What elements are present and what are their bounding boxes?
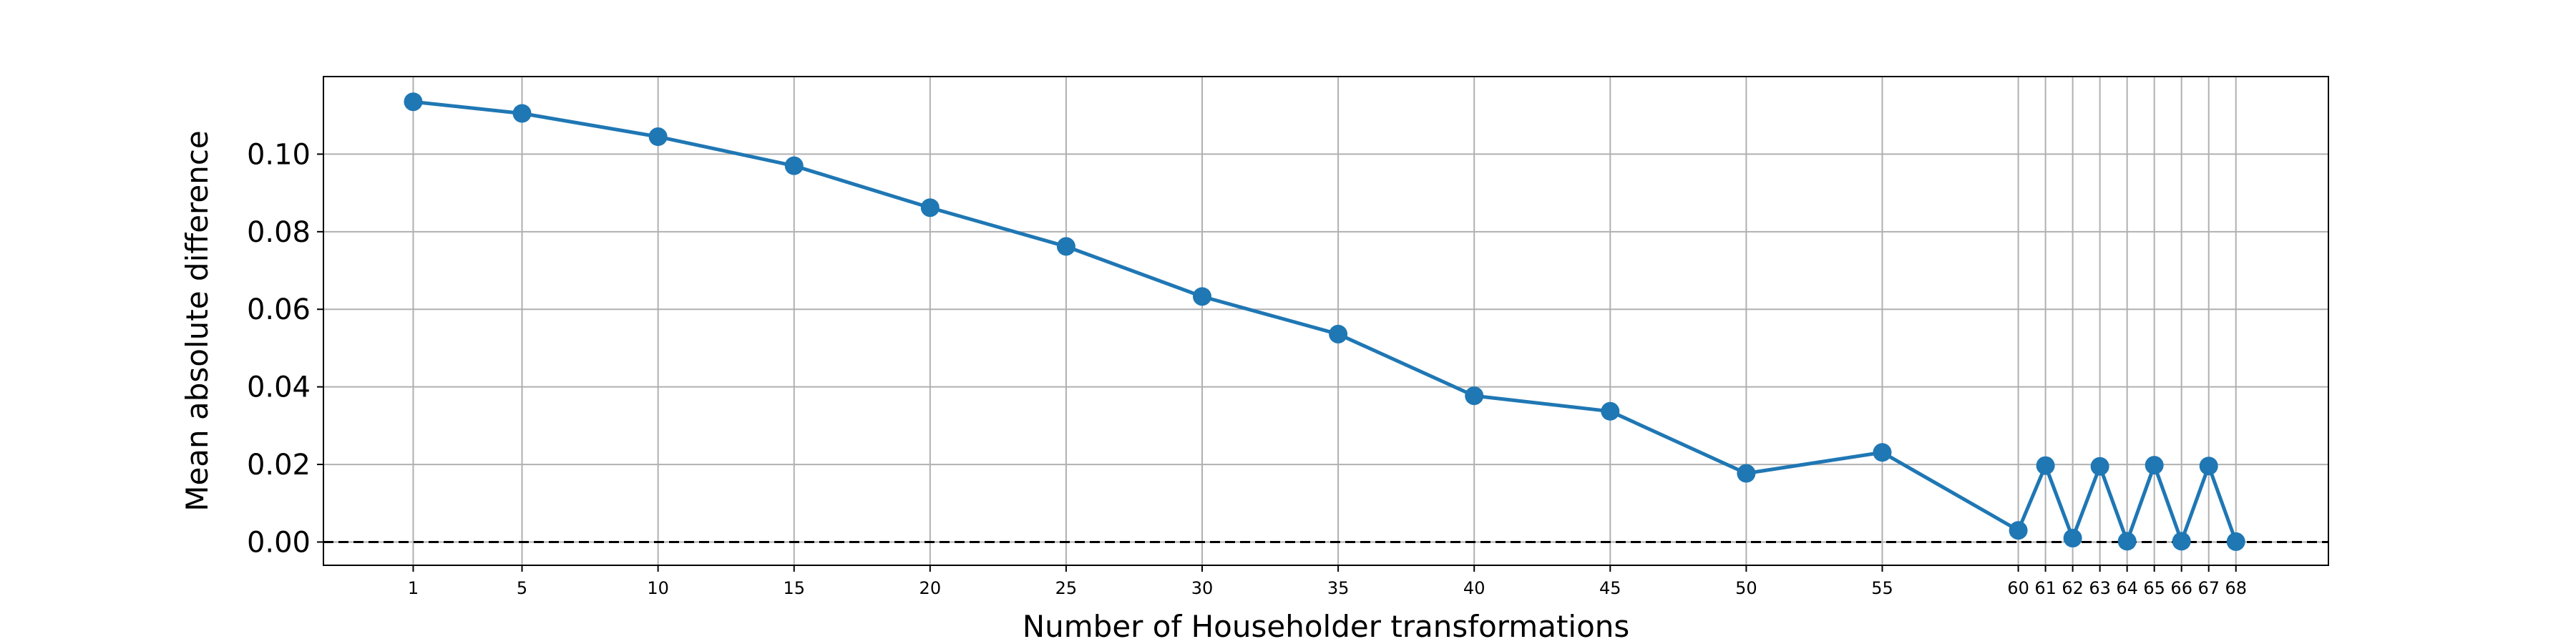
x-tick-label: 35 xyxy=(1327,578,1350,598)
x-tick-label: 61 xyxy=(2034,578,2057,598)
y-tick-label: 0.02 xyxy=(247,449,311,482)
data-point xyxy=(2199,457,2218,476)
x-tick-label: 30 xyxy=(1191,578,1214,598)
data-point xyxy=(1873,443,1892,462)
data-point xyxy=(1601,401,1620,421)
x-tick-label: 50 xyxy=(1735,578,1757,598)
data-point xyxy=(2145,456,2164,475)
x-tick-label: 10 xyxy=(647,578,669,598)
grid-lines xyxy=(323,77,2328,565)
x-tick-label: 67 xyxy=(2197,578,2220,598)
x-tick-label: 68 xyxy=(2225,578,2247,598)
x-tick-label: 45 xyxy=(1599,578,1621,598)
series-layer xyxy=(404,92,2245,551)
data-point xyxy=(2063,529,2082,548)
y-tick-label: 0.00 xyxy=(247,526,311,559)
data-point xyxy=(512,104,532,123)
plot-frame xyxy=(323,76,2329,566)
data-point xyxy=(2090,457,2109,476)
data-point xyxy=(404,92,423,112)
data-point xyxy=(1465,386,1484,406)
data-point xyxy=(920,198,940,218)
x-tick-label: 62 xyxy=(2062,578,2084,598)
data-point xyxy=(1193,287,1212,306)
x-tick-label: 20 xyxy=(919,578,942,598)
x-tick-label: 65 xyxy=(2143,578,2165,598)
y-tick-labels: 0.00 0.02 0.04 0.06 0.08 0.10 xyxy=(247,138,311,559)
y-tick-label: 0.08 xyxy=(247,216,311,249)
x-tick-label: 25 xyxy=(1055,578,1078,598)
data-point xyxy=(1737,464,1756,483)
x-tick-label: 15 xyxy=(783,578,805,598)
y-tick-label: 0.04 xyxy=(247,371,311,404)
x-axis-label: Number of Householder transformations xyxy=(1023,609,1630,644)
data-point xyxy=(648,127,668,147)
tick-marks xyxy=(317,153,2237,572)
x-tick-label: 1 xyxy=(408,578,419,598)
data-point xyxy=(1056,237,1075,256)
data-point xyxy=(1329,324,1348,343)
y-tick-label: 0.06 xyxy=(247,293,311,326)
x-tick-labels: 1 5 10 15 20 25 30 35 40 45 50 55 60 61 62 63 64 65 66 67 68 xyxy=(408,578,2247,598)
x-tick-label: 60 xyxy=(2007,578,2029,598)
y-axis-label: Mean absolute difference xyxy=(180,130,215,512)
x-tick-label: 64 xyxy=(2116,578,2138,598)
x-tick-label: 5 xyxy=(517,578,527,598)
data-point xyxy=(2036,456,2055,475)
series-line xyxy=(413,99,2238,543)
y-tick-label: 0.10 xyxy=(247,138,311,171)
data-point xyxy=(2172,532,2191,551)
data-point xyxy=(2226,532,2245,551)
x-tick-label: 66 xyxy=(2170,578,2192,598)
data-point xyxy=(784,156,804,175)
x-tick-label: 40 xyxy=(1463,578,1485,598)
data-point xyxy=(2009,521,2028,540)
x-tick-label: 55 xyxy=(1871,578,1893,598)
x-tick-label: 63 xyxy=(2089,578,2111,598)
data-point xyxy=(2117,532,2137,551)
